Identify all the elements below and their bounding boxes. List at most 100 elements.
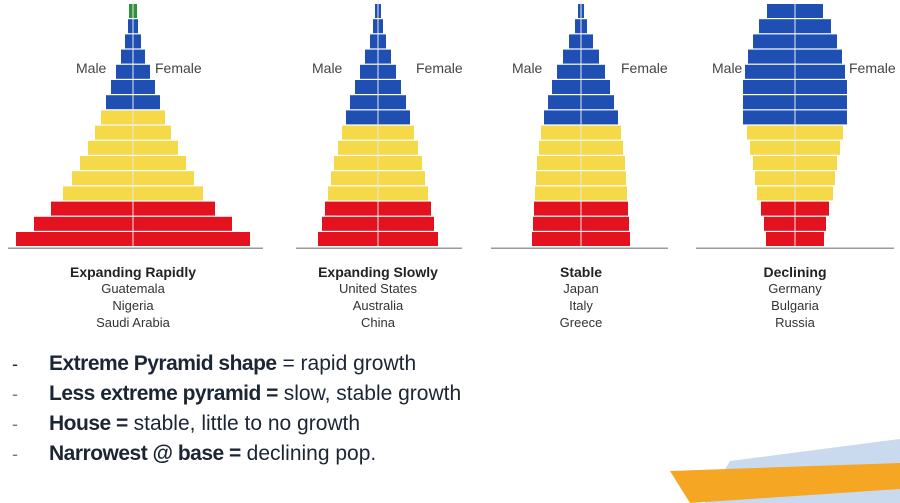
female-bar — [378, 232, 438, 246]
female-bar — [378, 34, 386, 49]
female-bar — [133, 125, 171, 140]
female-bar — [581, 49, 599, 64]
bullet-marker: - — [12, 384, 18, 404]
female-bar — [795, 19, 831, 34]
male-bar — [541, 125, 581, 140]
male-bar — [533, 216, 581, 231]
bullet-marker: - — [12, 444, 18, 464]
male-bar — [370, 34, 378, 49]
country-name: United States — [338, 281, 418, 296]
country-name: Saudi Arabia — [96, 315, 170, 330]
female-bar — [581, 171, 626, 186]
female-label: Female — [849, 60, 896, 76]
female-bar — [378, 95, 406, 110]
country-name: Greece — [559, 315, 603, 330]
country-name: Italy — [569, 298, 593, 313]
male-bar — [373, 19, 378, 34]
population-pyramids — [8, 0, 894, 249]
male-bar — [757, 186, 795, 201]
male-bar — [72, 171, 133, 186]
male-bar — [106, 95, 133, 110]
pyramid-expanding-slowly — [296, 0, 462, 249]
male-bar — [557, 64, 581, 79]
female-bar — [133, 34, 141, 49]
male-bar — [95, 125, 133, 140]
female-bar — [133, 140, 178, 155]
country-name: Bulgaria — [771, 298, 819, 313]
female-bar — [581, 232, 630, 246]
female-bar — [133, 4, 137, 18]
male-bar — [116, 64, 133, 79]
male-bar — [360, 64, 378, 79]
female-bar — [581, 4, 584, 18]
female-bar — [581, 80, 610, 94]
male-bar — [111, 80, 133, 94]
decorative-corner-stripes — [670, 439, 900, 503]
male-bar — [325, 201, 378, 216]
female-bar — [133, 186, 203, 201]
female-bar — [581, 19, 587, 34]
male-bar — [532, 232, 581, 246]
male-bar — [334, 156, 378, 170]
female-bar — [133, 49, 145, 64]
male-bar — [764, 216, 795, 231]
pyramid-expanding-rapidly — [8, 0, 263, 249]
female-bar — [795, 201, 829, 216]
male-bar — [535, 186, 581, 201]
male-bar — [16, 232, 133, 246]
male-label: Male — [76, 60, 107, 76]
bullet-text: = rapid growth — [276, 352, 417, 375]
female-bar — [378, 64, 396, 79]
male-bar — [350, 95, 378, 110]
female-bar — [581, 125, 621, 140]
female-bar — [133, 19, 138, 34]
female-bar — [378, 4, 381, 18]
male-bar — [743, 95, 795, 110]
male-bar — [328, 186, 378, 201]
pyramid-declining — [696, 0, 894, 249]
bullet-bold-text: Less extreme pyramid = — [49, 382, 278, 405]
female-bar — [133, 64, 150, 79]
female-bar — [133, 201, 215, 216]
male-bar — [578, 4, 581, 18]
bullet-bold-text: Extreme Pyramid shape — [49, 352, 277, 375]
female-bar — [378, 19, 383, 34]
female-bar — [795, 156, 837, 170]
male-bar — [346, 110, 378, 125]
male-bar — [331, 171, 378, 186]
male-bar — [747, 125, 795, 140]
female-bar — [795, 34, 837, 49]
female-bar — [581, 156, 625, 170]
country-name: Guatemala — [101, 281, 165, 296]
male-bar — [51, 201, 133, 216]
female-bar — [133, 110, 165, 125]
male-bar — [743, 110, 795, 125]
female-bar — [581, 64, 605, 79]
male-bar — [536, 171, 581, 186]
bullet-text: stable, little to no growth — [127, 412, 361, 435]
bullet-marker: - — [12, 414, 18, 434]
male-bar — [355, 80, 378, 94]
male-bar — [342, 125, 378, 140]
panel-title: Expanding Rapidly — [69, 264, 196, 280]
female-bar — [581, 95, 614, 110]
male-bar — [750, 140, 795, 155]
male-bar — [552, 80, 581, 94]
male-bar — [338, 140, 378, 155]
female-label: Female — [416, 60, 463, 76]
female-bar — [133, 156, 186, 170]
male-bar — [563, 49, 581, 64]
male-bar — [322, 216, 378, 231]
female-bar — [795, 216, 826, 231]
male-bar — [128, 19, 133, 34]
female-bar — [795, 186, 833, 201]
bullet-text: declining pop. — [240, 442, 377, 465]
male-bar — [544, 110, 581, 125]
female-bar — [581, 186, 627, 201]
female-bar — [133, 232, 250, 246]
country-name: Australia — [352, 298, 404, 313]
country-name: Japan — [563, 281, 599, 296]
male-bar — [80, 156, 133, 170]
male-bar — [318, 232, 378, 246]
female-label: Female — [155, 60, 202, 76]
